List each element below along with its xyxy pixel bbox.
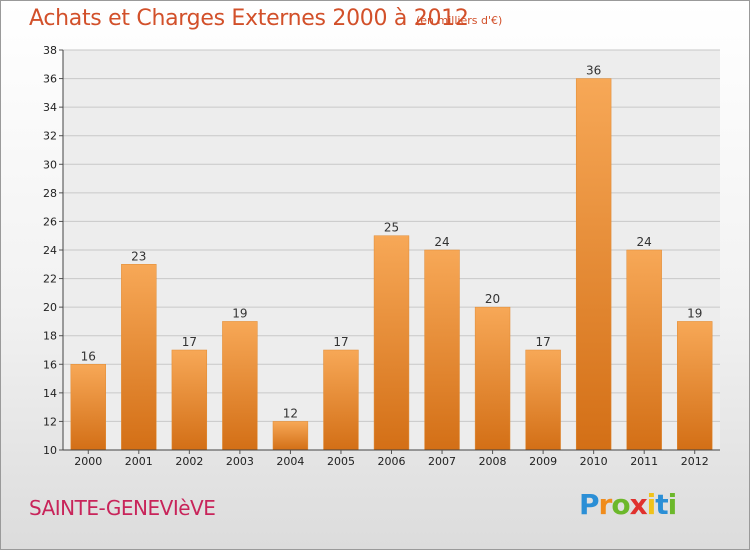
data-label-2009: 17 [535,335,550,349]
x-tick-label-2000: 2000 [74,455,102,468]
bar-2006 [373,235,410,451]
y-tick-label: 16 [43,358,57,371]
x-tick-label-2006: 2006 [378,455,406,468]
y-tick-label: 32 [43,130,57,143]
data-label-2004: 12 [283,406,298,420]
x-tick-label-2009: 2009 [529,455,557,468]
y-tick-label: 34 [43,101,57,114]
y-tick-label: 14 [43,387,57,400]
proxiti-logo: Proxiti [579,488,677,521]
x-tick-label-2003: 2003 [226,455,254,468]
y-tick-label: 18 [43,330,57,343]
commune-name: SAINTE-GENEVIèVE [29,496,216,520]
x-tick-label-2010: 2010 [580,455,608,468]
data-label-2003: 19 [232,306,247,320]
bar-2000 [70,364,106,451]
data-label-2007: 24 [434,235,449,249]
bar-2003 [222,321,258,451]
y-tick-label: 24 [43,244,57,257]
chart-title: Achats et Charges Externes 2000 à 2012 [29,6,469,31]
x-tick-label-2011: 2011 [630,455,658,468]
y-tick-label: 20 [43,301,57,314]
x-tick-label-2005: 2005 [327,455,355,468]
bar-2002 [171,349,208,451]
bar-2012 [677,321,713,451]
bar-2010 [575,78,612,451]
x-tick-label-2008: 2008 [479,455,507,468]
bar-2005 [323,349,359,451]
y-tick-label: 38 [43,44,57,57]
bar-2011 [626,249,662,451]
bar-2001 [121,264,157,451]
y-tick-label: 10 [43,444,57,457]
x-tick-label-2012: 2012 [681,455,709,468]
chart-unit-label: (en milliers d'€) [416,14,503,27]
data-label-2000: 16 [81,349,96,363]
x-tick-label-2007: 2007 [428,455,456,468]
x-tick-label-2002: 2002 [175,455,203,468]
y-tick-label: 22 [43,273,57,286]
bar-2004 [272,421,309,451]
data-label-2006: 25 [384,221,399,235]
y-tick-label: 30 [43,158,57,171]
y-tick-label: 26 [43,215,57,228]
data-label-2005: 17 [333,335,348,349]
data-label-2001: 23 [131,249,146,263]
data-label-2012: 19 [687,306,702,320]
y-tick-label: 12 [43,415,57,428]
bar-2009 [525,349,561,451]
data-label-2008: 20 [485,292,500,306]
x-tick-label-2004: 2004 [276,455,304,468]
bar-2007 [424,249,460,451]
x-tick-label-2001: 2001 [125,455,153,468]
data-label-2010: 36 [586,64,601,78]
data-label-2002: 17 [182,335,197,349]
y-tick-label: 28 [43,187,57,200]
bar-2008 [474,306,511,451]
data-label-2011: 24 [637,235,652,249]
y-tick-label: 36 [43,73,57,86]
